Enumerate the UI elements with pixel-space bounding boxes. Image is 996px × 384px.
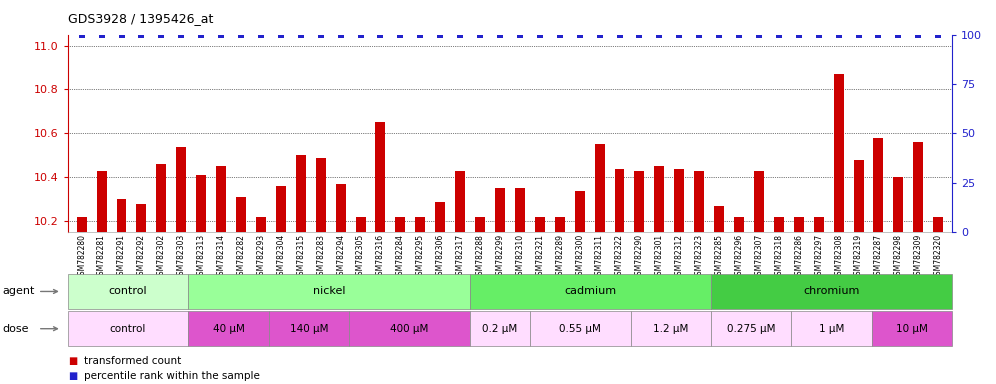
- Bar: [117, 199, 126, 232]
- Text: 10 μM: 10 μM: [896, 324, 928, 334]
- Text: agent: agent: [2, 286, 35, 296]
- Text: ■: ■: [68, 371, 77, 381]
- Bar: [196, 175, 206, 232]
- Bar: [236, 197, 246, 232]
- Text: 400 μM: 400 μM: [390, 324, 428, 334]
- Bar: [834, 74, 844, 232]
- Bar: [495, 189, 505, 232]
- Bar: [774, 217, 784, 232]
- Bar: [694, 171, 704, 232]
- Bar: [435, 202, 445, 232]
- Bar: [913, 142, 923, 232]
- Bar: [136, 204, 146, 232]
- Bar: [316, 157, 326, 232]
- Bar: [575, 190, 585, 232]
- Bar: [893, 177, 903, 232]
- Bar: [415, 217, 425, 232]
- Bar: [475, 217, 485, 232]
- Bar: [674, 169, 684, 232]
- Text: dose: dose: [2, 324, 29, 334]
- Text: transformed count: transformed count: [84, 356, 181, 366]
- Text: 140 μM: 140 μM: [290, 324, 329, 334]
- Bar: [854, 160, 864, 232]
- Bar: [754, 171, 764, 232]
- Bar: [336, 184, 346, 232]
- Text: 40 μM: 40 μM: [212, 324, 244, 334]
- Bar: [77, 217, 87, 232]
- Bar: [276, 186, 286, 232]
- Bar: [395, 217, 405, 232]
- Text: percentile rank within the sample: percentile rank within the sample: [84, 371, 260, 381]
- Bar: [515, 189, 525, 232]
- Text: nickel: nickel: [313, 286, 346, 296]
- Bar: [794, 217, 804, 232]
- Bar: [933, 217, 943, 232]
- Text: 0.55 μM: 0.55 μM: [560, 324, 602, 334]
- Bar: [256, 217, 266, 232]
- Bar: [873, 138, 883, 232]
- Text: 0.275 μM: 0.275 μM: [727, 324, 776, 334]
- Bar: [595, 144, 605, 232]
- Text: 1.2 μM: 1.2 μM: [653, 324, 688, 334]
- Bar: [615, 169, 624, 232]
- Text: cadmium: cadmium: [565, 286, 617, 296]
- Bar: [296, 156, 306, 232]
- Text: chromium: chromium: [804, 286, 860, 296]
- Bar: [654, 166, 664, 232]
- Bar: [97, 171, 107, 232]
- Text: GDS3928 / 1395426_at: GDS3928 / 1395426_at: [68, 12, 213, 25]
- Bar: [634, 171, 644, 232]
- Bar: [356, 217, 366, 232]
- Bar: [176, 147, 186, 232]
- Text: control: control: [109, 286, 147, 296]
- Text: 0.2 μM: 0.2 μM: [482, 324, 518, 334]
- Text: 1 μM: 1 μM: [819, 324, 845, 334]
- Bar: [455, 171, 465, 232]
- Bar: [555, 217, 565, 232]
- Bar: [734, 217, 744, 232]
- Text: control: control: [110, 324, 146, 334]
- Bar: [375, 122, 385, 232]
- Bar: [216, 166, 226, 232]
- Bar: [535, 217, 545, 232]
- Bar: [814, 217, 824, 232]
- Text: ■: ■: [68, 356, 77, 366]
- Bar: [156, 164, 166, 232]
- Bar: [714, 206, 724, 232]
